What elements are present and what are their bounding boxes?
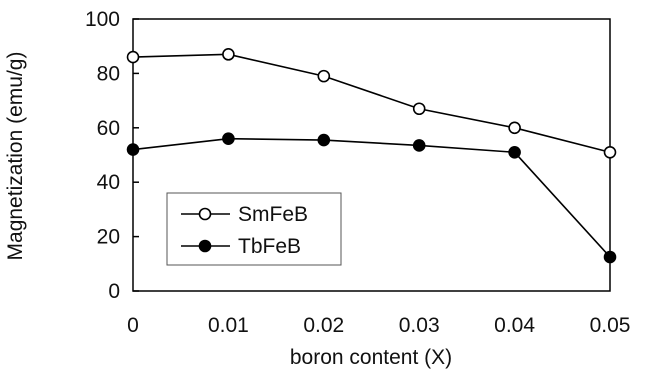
legend-box bbox=[166, 192, 342, 266]
series-line-tbfeb bbox=[132, 137, 611, 258]
series-line-smfeb bbox=[132, 53, 611, 154]
series-layer bbox=[126, 48, 617, 264]
data-point-tbfeb bbox=[317, 133, 331, 147]
x-tick-label: 0.05 bbox=[590, 314, 631, 337]
x-axis-title: boron content (X) bbox=[290, 346, 452, 369]
x-axis-ticks: 0 0.01 0.02 0.03 0.04 0.05 bbox=[127, 314, 630, 337]
data-point-smfeb bbox=[412, 102, 426, 116]
legend-label-tbfeb: TbFeB bbox=[238, 235, 301, 258]
data-point-tbfeb bbox=[603, 250, 617, 264]
data-point-smfeb bbox=[603, 145, 617, 159]
y-tick-label: 100 bbox=[85, 8, 120, 31]
y-tick-label: 40 bbox=[97, 171, 120, 194]
y-tick-label: 60 bbox=[97, 117, 120, 140]
x-tick-label: 0.03 bbox=[399, 314, 440, 337]
data-point-smfeb bbox=[317, 69, 331, 83]
data-point-tbfeb bbox=[412, 139, 426, 152]
x-tick-label: 0.01 bbox=[208, 314, 249, 337]
y-tick-label: 20 bbox=[97, 226, 120, 249]
legend-marker-smfeb bbox=[198, 207, 212, 221]
y-axis-ticks: 0 20 40 60 80 100 bbox=[85, 8, 139, 303]
legend-marker-tbfeb bbox=[198, 239, 212, 253]
data-point-tbfeb bbox=[508, 145, 521, 159]
data-point-smfeb bbox=[508, 121, 521, 135]
y-tick-label: 0 bbox=[108, 280, 120, 303]
x-tick-label: 0.04 bbox=[494, 314, 535, 337]
y-tick-label: 80 bbox=[97, 62, 120, 85]
data-point-smfeb bbox=[126, 50, 140, 64]
y-axis-title: Magnetization (emu/g) bbox=[4, 52, 27, 261]
legend-label-smfeb: SmFeB bbox=[238, 203, 308, 226]
data-point-tbfeb bbox=[222, 132, 235, 145]
x-tick-label: 0.02 bbox=[303, 314, 344, 337]
data-point-smfeb bbox=[222, 48, 235, 61]
legend: SmFeB TbFeB bbox=[166, 192, 342, 266]
data-point-tbfeb bbox=[126, 143, 140, 156]
x-tick-label: 0 bbox=[127, 314, 139, 337]
